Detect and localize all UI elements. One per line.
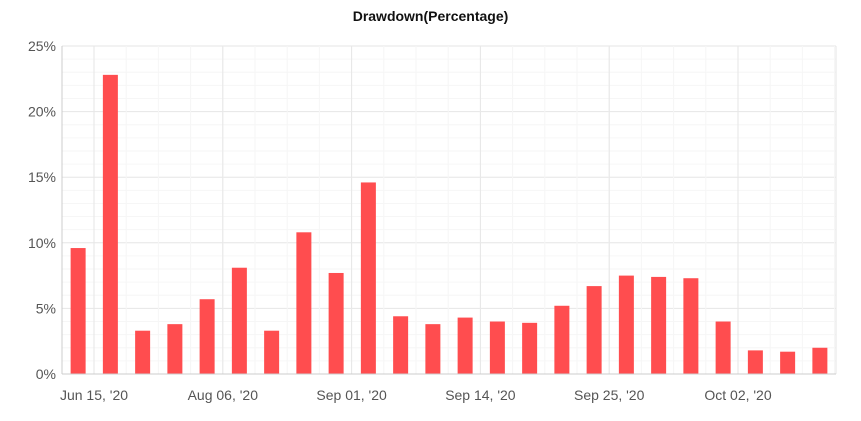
bar — [393, 316, 409, 374]
x-tick-label: Oct 02, '20 — [704, 387, 771, 403]
grid-lines — [62, 45, 837, 375]
bar — [522, 322, 538, 374]
y-tick-label: 0% — [36, 366, 56, 382]
y-axis-labels: 0% 5% 10% 15% 20% 25% — [28, 38, 56, 382]
bar — [425, 324, 441, 374]
bar — [554, 305, 570, 374]
bar — [780, 351, 796, 374]
bar — [683, 278, 699, 374]
x-axis-labels: Jun 15, '20 Aug 06, '20 Sep 01, '20 Sep 14,… — [60, 387, 772, 403]
bar — [264, 330, 280, 374]
bar — [328, 272, 344, 374]
y-tick-label: 20% — [28, 104, 56, 120]
x-tick-label: Aug 06, '20 — [188, 387, 259, 403]
y-tick-label: 10% — [28, 235, 56, 251]
bar — [586, 286, 602, 374]
bar — [167, 324, 183, 374]
x-tick-label: Sep 14, '20 — [445, 387, 516, 403]
bar — [296, 232, 312, 374]
bar — [135, 330, 151, 374]
bar — [651, 276, 667, 374]
bar — [102, 74, 118, 374]
x-tick-label: Jun 15, '20 — [60, 387, 128, 403]
bar — [618, 275, 634, 374]
bar — [715, 321, 731, 374]
bar — [199, 299, 215, 374]
bar — [812, 347, 828, 374]
chart-title: Drawdown(Percentage) — [352, 8, 509, 24]
x-tick-label: Sep 25, '20 — [574, 387, 645, 403]
bars — [70, 74, 828, 374]
x-tick-label: Sep 01, '20 — [316, 387, 387, 403]
axes — [61, 46, 836, 375]
bar — [489, 321, 505, 374]
bar — [360, 182, 376, 374]
bar — [231, 267, 247, 374]
y-tick-label: 25% — [28, 38, 56, 54]
bar — [70, 248, 86, 374]
bar — [747, 350, 763, 374]
y-tick-label: 15% — [28, 169, 56, 185]
y-tick-label: 5% — [36, 300, 56, 316]
bar — [457, 317, 473, 374]
